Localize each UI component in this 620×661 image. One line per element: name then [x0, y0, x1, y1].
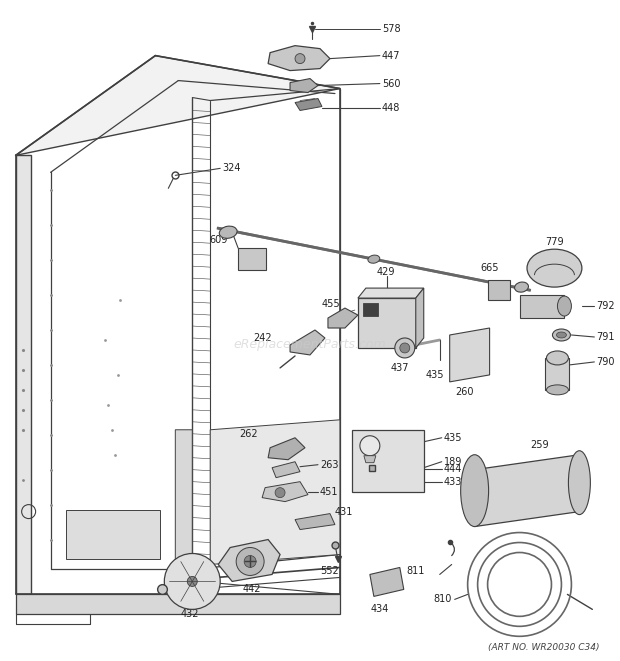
Polygon shape [268, 46, 330, 71]
Polygon shape [546, 358, 569, 390]
Text: 263: 263 [320, 459, 339, 470]
Circle shape [400, 343, 410, 353]
Text: 429: 429 [377, 267, 396, 277]
Text: 810: 810 [433, 594, 452, 604]
Polygon shape [328, 308, 358, 328]
Text: 560: 560 [382, 79, 401, 89]
Text: (ART NO. WR20030 C34): (ART NO. WR20030 C34) [488, 642, 600, 652]
Circle shape [164, 553, 220, 609]
Text: 435: 435 [444, 433, 462, 443]
Ellipse shape [552, 329, 570, 341]
Text: 811: 811 [406, 566, 425, 576]
Text: 432: 432 [181, 609, 200, 619]
Text: 435: 435 [425, 370, 444, 380]
Polygon shape [295, 98, 322, 110]
Ellipse shape [515, 282, 528, 292]
Ellipse shape [461, 455, 489, 527]
Polygon shape [290, 330, 325, 355]
Text: 448: 448 [382, 102, 401, 112]
Polygon shape [218, 539, 280, 582]
Circle shape [275, 488, 285, 498]
Text: 665: 665 [480, 263, 499, 273]
Polygon shape [416, 288, 423, 348]
Polygon shape [175, 430, 192, 570]
Polygon shape [364, 455, 376, 463]
Text: 259: 259 [530, 440, 549, 449]
Text: 578: 578 [382, 24, 401, 34]
Circle shape [236, 547, 264, 576]
Polygon shape [16, 56, 340, 155]
Polygon shape [370, 567, 404, 596]
Text: eReplacementParts.com: eReplacementParts.com [234, 338, 386, 352]
Text: 609: 609 [210, 235, 228, 245]
Ellipse shape [569, 451, 590, 514]
Text: 552: 552 [321, 566, 339, 576]
Text: 792: 792 [596, 301, 615, 311]
Text: 790: 790 [596, 357, 615, 367]
Circle shape [187, 576, 197, 586]
Text: 451: 451 [320, 486, 339, 496]
Polygon shape [358, 298, 416, 348]
Polygon shape [238, 248, 266, 270]
Polygon shape [262, 482, 308, 502]
Polygon shape [520, 295, 564, 318]
Ellipse shape [557, 296, 572, 316]
Circle shape [244, 555, 256, 567]
Circle shape [360, 436, 380, 455]
Ellipse shape [527, 249, 582, 287]
Text: 324: 324 [222, 163, 241, 173]
Text: 455: 455 [322, 299, 340, 309]
Text: 431: 431 [335, 506, 353, 517]
Ellipse shape [368, 255, 380, 263]
Polygon shape [268, 438, 305, 459]
Polygon shape [66, 510, 161, 559]
Ellipse shape [219, 226, 237, 239]
Polygon shape [352, 430, 423, 492]
Text: 260: 260 [456, 387, 474, 397]
Polygon shape [210, 420, 340, 564]
Circle shape [295, 54, 305, 63]
Polygon shape [487, 280, 510, 300]
Text: 447: 447 [382, 51, 401, 61]
Ellipse shape [556, 332, 567, 338]
Circle shape [395, 338, 415, 358]
Polygon shape [16, 155, 30, 594]
Text: 444: 444 [444, 463, 462, 474]
Text: 189: 189 [444, 457, 462, 467]
Polygon shape [295, 514, 335, 529]
Polygon shape [450, 328, 490, 382]
Polygon shape [272, 461, 300, 478]
Ellipse shape [546, 385, 569, 395]
Polygon shape [475, 455, 580, 527]
Polygon shape [290, 79, 318, 93]
Text: 779: 779 [545, 237, 564, 247]
Text: 442: 442 [243, 584, 262, 594]
Text: 433: 433 [444, 477, 462, 486]
Text: 791: 791 [596, 332, 615, 342]
Text: 242: 242 [254, 333, 272, 343]
Polygon shape [363, 303, 378, 316]
Text: 434: 434 [371, 604, 389, 614]
Polygon shape [16, 594, 340, 614]
Polygon shape [358, 288, 423, 298]
Text: 437: 437 [391, 363, 409, 373]
Ellipse shape [546, 351, 569, 365]
Text: 262: 262 [239, 429, 258, 439]
